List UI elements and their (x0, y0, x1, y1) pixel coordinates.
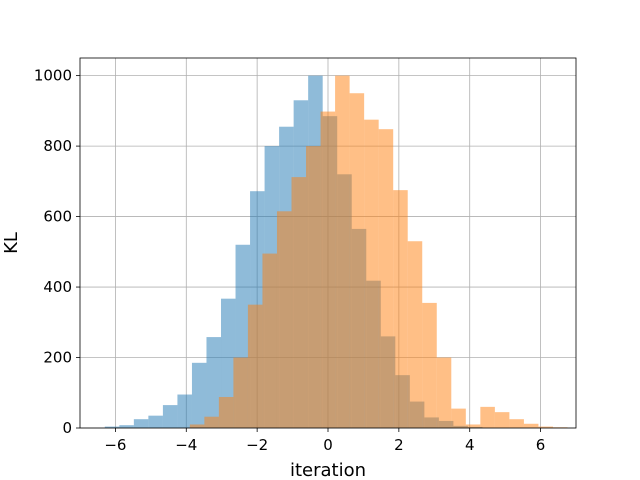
histogram-bar (148, 415, 163, 428)
y-tick-label: 400 (43, 278, 72, 296)
histogram-bar (306, 146, 321, 428)
x-tick-label: −6 (104, 436, 126, 454)
histogram-bar (204, 416, 219, 428)
histogram-bar (364, 119, 379, 429)
x-tick-label: −2 (246, 436, 268, 454)
y-tick-label: 200 (43, 349, 72, 367)
histogram-bar (451, 408, 466, 428)
histogram-bar (378, 129, 394, 428)
histogram-bar (262, 253, 277, 428)
x-tick-label: 4 (465, 436, 475, 454)
x-tick-label: 0 (323, 436, 333, 454)
y-tick-label: 0 (62, 419, 72, 437)
histogram-bar (436, 357, 452, 428)
histogram-bar (291, 177, 307, 428)
axis-ticks: −6 −4 −2 0 2 4 6 0 200 400 600 800 1000 (34, 67, 546, 454)
x-axis-label: iteration (290, 460, 366, 480)
histogram-bar (221, 298, 236, 428)
histogram-bar (119, 425, 134, 428)
histogram-bar (233, 357, 248, 428)
histogram-bar (189, 424, 205, 428)
histogram-bar (349, 93, 365, 428)
histogram-bar (422, 302, 437, 428)
histogram-bar (320, 111, 336, 429)
x-tick-label: 6 (536, 436, 546, 454)
histogram-bar (465, 424, 481, 428)
histogram-bar (538, 426, 553, 428)
histogram-bar (104, 426, 120, 428)
x-tick-label: −4 (175, 436, 197, 454)
y-tick-label: 800 (43, 137, 72, 155)
histogram-bar (480, 406, 495, 428)
histogram-bar (494, 412, 510, 428)
histogram-bar (218, 396, 234, 428)
histogram-bar (247, 304, 263, 428)
y-tick-label: 1000 (34, 67, 72, 85)
histogram-bar (523, 423, 539, 428)
histogram-bar (162, 405, 178, 428)
histogram-bar (393, 190, 408, 428)
histogram-bars (104, 75, 568, 429)
histogram-bar (407, 241, 423, 428)
x-tick-label: 2 (394, 436, 404, 454)
histogram-bar (191, 362, 207, 428)
histogram-bar (206, 337, 222, 428)
histogram-bar (509, 419, 524, 428)
histogram-bar (133, 419, 149, 428)
y-tick-label: 600 (43, 208, 72, 226)
histogram-bar (276, 211, 292, 428)
y-axis-label: KL (1, 232, 22, 254)
histogram-bar (335, 75, 350, 428)
histogram-bar (177, 394, 192, 428)
